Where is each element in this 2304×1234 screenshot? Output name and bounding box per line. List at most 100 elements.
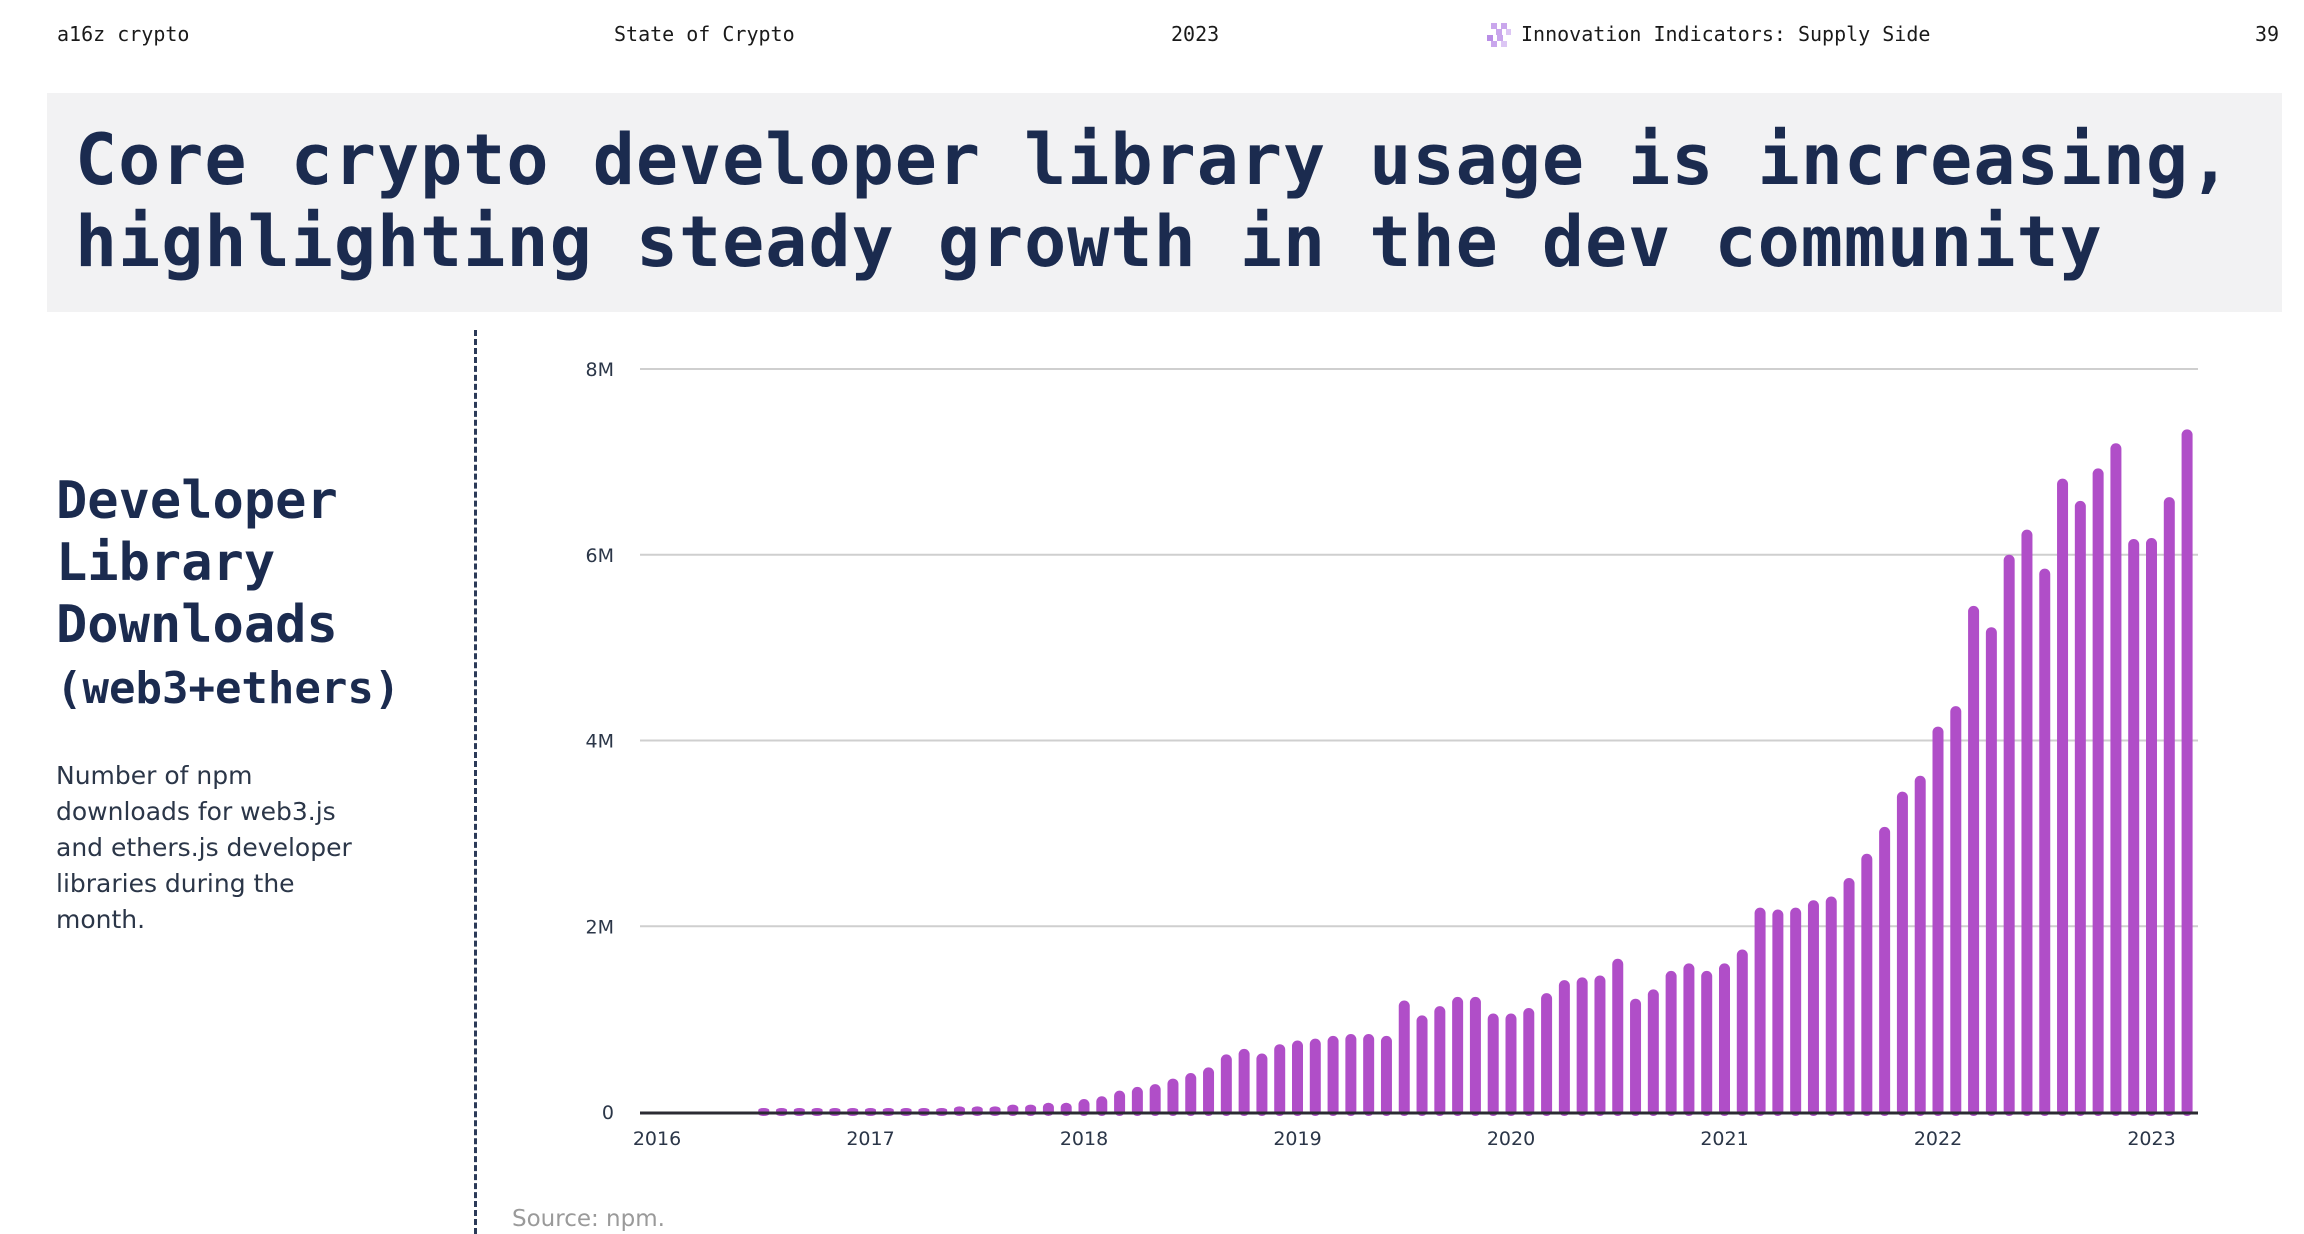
- header-brand: a16z crypto: [57, 22, 190, 46]
- x-tick-label: 2022: [1914, 1128, 1962, 1150]
- bar-2019-05: [1363, 1033, 1375, 1116]
- header-report-title: State of Crypto: [614, 22, 795, 46]
- bar-2021-11: [1896, 791, 1908, 1116]
- bar-2021-09: [1861, 853, 1873, 1116]
- y-tick-label: 8M: [586, 359, 614, 381]
- bar-2019-07: [1398, 1000, 1410, 1116]
- bar-2020-09: [1647, 989, 1659, 1116]
- bar-2018-02: [1096, 1096, 1108, 1116]
- bar-2020-08: [1630, 998, 1642, 1116]
- bar-2020-03: [1541, 993, 1553, 1116]
- bar-2019-06: [1380, 1035, 1392, 1116]
- bar-2021-02: [1736, 949, 1748, 1116]
- chart-heading-line-1: Developer: [56, 471, 338, 531]
- bar-2020-07: [1612, 958, 1624, 1116]
- bar-2022-12: [2128, 538, 2140, 1116]
- bar-2019-02: [1309, 1038, 1321, 1116]
- bar-2021-01: [1719, 963, 1730, 1116]
- bar-2023-01: [2146, 538, 2157, 1116]
- bar-2017-06: [953, 1106, 965, 1116]
- page-title-line-2: highlighting steady growth in the dev co…: [75, 201, 2103, 283]
- bar-2021-04: [1772, 909, 1784, 1116]
- chart-heading-line-3: Downloads: [56, 595, 338, 655]
- chart-heading: Developer Library Downloads (web3+ethers…: [56, 470, 456, 722]
- bar-2018-10: [1238, 1048, 1250, 1116]
- x-tick-label: 2023: [2127, 1128, 2175, 1150]
- y-tick-label: 2M: [586, 916, 614, 938]
- bar-2020-04: [1558, 980, 1570, 1116]
- bar-2019-12: [1487, 1013, 1499, 1116]
- bar-2017-08: [989, 1106, 1001, 1116]
- bar-2019-11: [1469, 996, 1481, 1116]
- title-banner: Core crypto developer library usage is i…: [47, 93, 2282, 312]
- bar-2020-05: [1576, 977, 1588, 1116]
- x-tick-label: 2019: [1273, 1128, 1321, 1150]
- bar-2019-10: [1452, 996, 1464, 1116]
- bar-2021-12: [1914, 775, 1926, 1116]
- bar-2017-07: [971, 1106, 983, 1116]
- header-year: 2023: [1171, 22, 1220, 46]
- x-tick-label: 2020: [1487, 1128, 1535, 1150]
- bar-2022-05: [2003, 554, 2015, 1116]
- bar-2021-10: [1879, 826, 1891, 1116]
- bar-2022-01: [1932, 726, 1944, 1116]
- bar-2019-08: [1416, 1015, 1428, 1116]
- bar-2021-07: [1825, 896, 1837, 1116]
- bar-2022-08: [2057, 478, 2069, 1116]
- x-tick-label: 2016: [633, 1128, 681, 1150]
- bar-2018-09: [1220, 1054, 1232, 1116]
- y-axis-ticks: 0 2M 4M 6M 8M: [586, 359, 614, 1124]
- bar-2020-12: [1701, 970, 1713, 1116]
- bar-2018-12: [1274, 1044, 1286, 1116]
- bar-2019-01: [1292, 1040, 1303, 1116]
- bar-2023-02: [2163, 497, 2175, 1117]
- x-tick-label: 2018: [1060, 1128, 1108, 1150]
- bar-2020-10: [1665, 970, 1677, 1116]
- y-tick-label: 4M: [586, 731, 614, 753]
- x-tick-label: 2021: [1700, 1128, 1748, 1150]
- bar-2021-05: [1790, 907, 1802, 1116]
- y-tick-label: 0: [602, 1102, 614, 1124]
- bar-2020-11: [1683, 963, 1695, 1116]
- bar-2019-03: [1327, 1035, 1339, 1116]
- header-section-title: Innovation Indicators: Supply Side: [1521, 22, 1931, 46]
- bar-2021-03: [1754, 907, 1766, 1116]
- dashed-divider: [474, 330, 477, 1234]
- x-tick-label: 2017: [846, 1128, 894, 1150]
- bar-2022-03: [1968, 605, 1980, 1116]
- chart-description: Number of npm downloads for web3.js and …: [56, 761, 352, 934]
- bar-2023-03: [2181, 429, 2193, 1116]
- source-note: Source: npm.: [512, 1206, 665, 1232]
- bar-2018-05: [1149, 1084, 1161, 1116]
- bar-2020-01: [1505, 1013, 1517, 1116]
- page-title: Core crypto developer library usage is i…: [75, 119, 2232, 283]
- y-tick-label: 6M: [586, 545, 614, 567]
- bar-2022-10: [2092, 468, 2104, 1117]
- bar-2022-11: [2110, 443, 2122, 1116]
- bar-2020-06: [1594, 975, 1606, 1116]
- bar-2019-04: [1345, 1033, 1357, 1116]
- bar-2018-11: [1256, 1053, 1268, 1116]
- bar-2018-07: [1185, 1072, 1197, 1116]
- bar-2018-03: [1114, 1090, 1126, 1116]
- bar-2018-08: [1203, 1067, 1215, 1116]
- bars: [758, 429, 2193, 1117]
- bar-2022-07: [2039, 568, 2051, 1116]
- bar-2021-08: [1843, 877, 1855, 1116]
- gridlines: [640, 368, 2198, 928]
- page-title-line-1: Core crypto developer library usage is i…: [75, 119, 2233, 201]
- chart-heading-line-2: Library: [56, 533, 276, 593]
- bar-2022-02: [1950, 706, 1962, 1116]
- chart-heading-subtitle: (web3+ethers): [56, 663, 401, 714]
- bar-2018-04: [1131, 1086, 1143, 1116]
- page-number: 39: [2255, 22, 2280, 46]
- bar-2018-06: [1167, 1078, 1179, 1116]
- bar-2022-06: [2021, 529, 2033, 1116]
- bar-2020-02: [1523, 1007, 1535, 1116]
- bar-2022-09: [2074, 500, 2086, 1116]
- bar-2022-04: [1985, 627, 1997, 1116]
- x-axis-ticks: 2016 2017 2018 2019 2020 2021 2022 2023: [633, 1128, 2176, 1150]
- bar-2021-06: [1807, 900, 1819, 1116]
- checker-pattern-icon: [1487, 23, 1511, 47]
